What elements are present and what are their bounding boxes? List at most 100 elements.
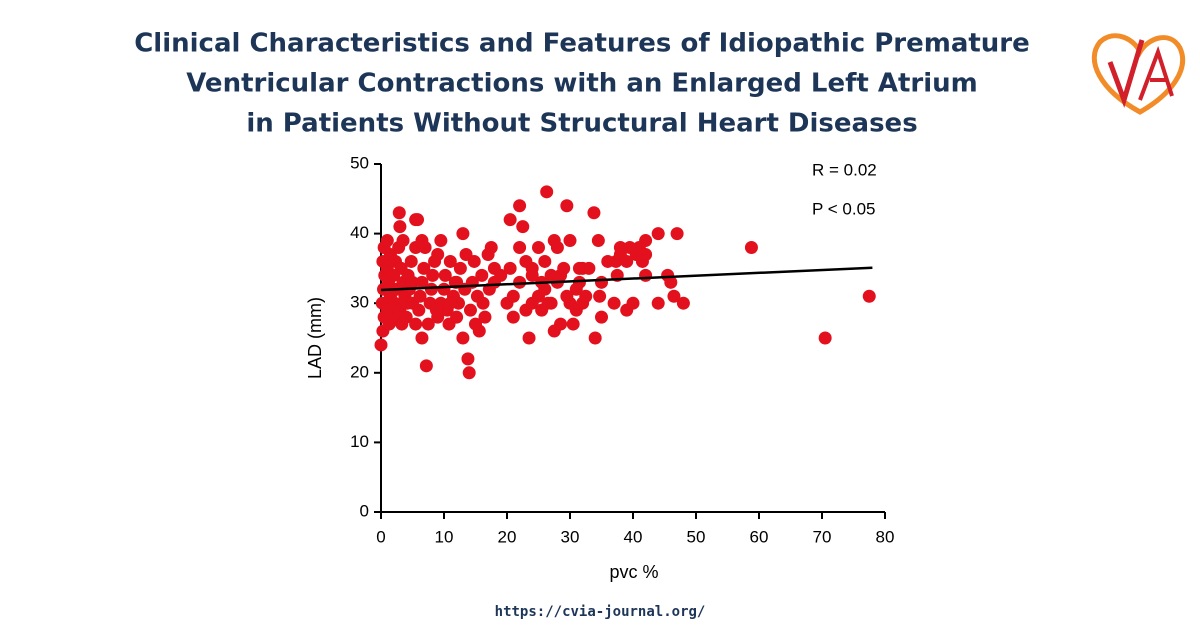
point [456, 227, 470, 241]
chart-title: Ventricular Contractions with an Enlarge… [186, 69, 978, 99]
point [629, 247, 643, 261]
point [396, 234, 410, 248]
point [476, 296, 490, 310]
y-tick-label: 0 [360, 501, 369, 520]
point [676, 296, 690, 310]
point [519, 254, 533, 268]
point [513, 241, 527, 255]
point [419, 359, 433, 373]
point [532, 241, 545, 255]
point [462, 366, 476, 380]
annotation: P < 0.05 [812, 199, 876, 218]
point [506, 310, 520, 324]
point [463, 303, 477, 317]
x-tick-label: 30 [561, 527, 580, 546]
point [472, 324, 486, 338]
point [651, 227, 665, 241]
x-tick-label: 70 [813, 527, 832, 546]
chart-title: in Patients Without Structural Heart Dis… [246, 109, 917, 139]
x-tick-label: 40 [624, 527, 643, 546]
point [421, 317, 435, 331]
point [374, 338, 388, 352]
x-axis-title: pvc % [609, 562, 658, 582]
point [651, 296, 665, 310]
point [487, 261, 501, 275]
point [411, 213, 425, 227]
point [506, 289, 520, 303]
point [478, 310, 492, 324]
point [516, 220, 530, 234]
point [503, 261, 517, 275]
point [456, 331, 470, 345]
point [503, 213, 517, 227]
point [667, 289, 681, 303]
point [639, 268, 653, 282]
point [563, 234, 577, 248]
point [399, 310, 413, 324]
point [588, 331, 602, 345]
y-axis-title: LAD (mm) [305, 297, 325, 379]
point [438, 268, 452, 282]
point [601, 254, 615, 268]
point [404, 254, 418, 268]
point [664, 275, 678, 289]
point [593, 289, 607, 303]
point [560, 199, 574, 213]
point [569, 282, 583, 296]
point [418, 241, 432, 255]
point [461, 352, 475, 366]
point [380, 234, 394, 248]
point [626, 296, 640, 310]
point [595, 275, 608, 289]
point [431, 247, 445, 261]
point [557, 261, 571, 275]
point [393, 220, 407, 234]
point [426, 268, 440, 282]
chart-title: Clinical Characteristics and Features of… [134, 29, 1030, 59]
point [587, 206, 601, 220]
source-url: https://cvia-journal.org/ [495, 604, 706, 620]
point [443, 296, 457, 310]
point [513, 275, 527, 289]
y-tick-label: 30 [350, 293, 369, 312]
point [591, 234, 605, 248]
point [566, 317, 580, 331]
y-tick-label: 20 [350, 362, 369, 381]
y-tick-label: 10 [350, 432, 369, 451]
point [862, 289, 876, 303]
point [413, 289, 427, 303]
point [670, 227, 684, 241]
y-tick-label: 40 [350, 223, 369, 242]
point [538, 254, 552, 268]
x-tick-label: 0 [376, 527, 385, 546]
point [434, 234, 448, 248]
point [560, 289, 574, 303]
x-tick-label: 60 [750, 527, 769, 546]
point [572, 261, 586, 275]
point [818, 331, 832, 345]
x-tick-label: 50 [687, 527, 706, 546]
x-tick-label: 80 [876, 527, 895, 546]
point [415, 275, 429, 289]
point [409, 317, 423, 331]
point [443, 254, 457, 268]
point [484, 241, 498, 255]
point [513, 199, 527, 213]
point [582, 261, 596, 275]
point [450, 310, 464, 324]
point [576, 296, 590, 310]
logo [1091, 33, 1186, 115]
point [417, 261, 431, 275]
trend-line [380, 266, 873, 292]
point [540, 185, 554, 199]
x-tick-label: 10 [435, 527, 454, 546]
point [392, 206, 406, 220]
point [538, 282, 552, 296]
point [406, 275, 419, 289]
point [525, 268, 539, 282]
point [429, 303, 443, 317]
point [453, 261, 467, 275]
point [415, 331, 429, 345]
point [412, 303, 426, 317]
